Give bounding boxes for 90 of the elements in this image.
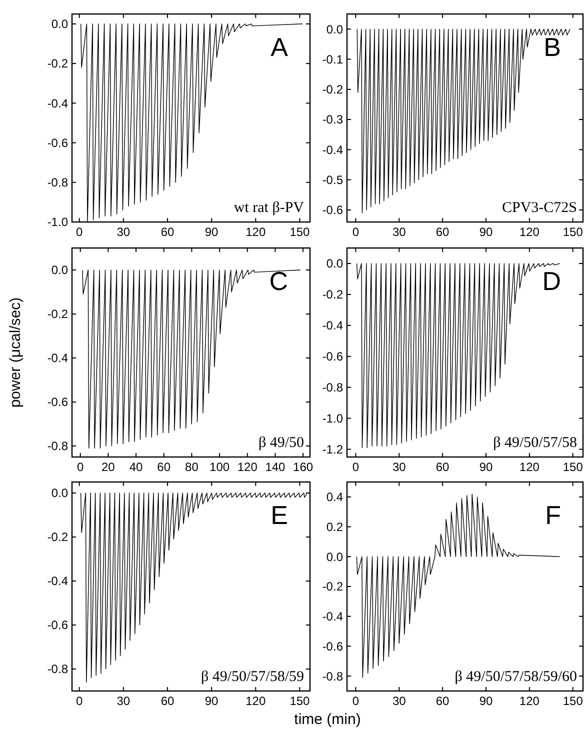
- annotation: D: [542, 266, 561, 296]
- y-tick-label: -0.4: [47, 574, 68, 588]
- annotation: wt rat β-PV: [234, 200, 304, 216]
- y-tick-label: -0.4: [322, 142, 344, 157]
- y-tick-label: -0.3: [322, 112, 344, 127]
- x-tick-label: 60: [160, 225, 174, 239]
- x-tick-label: 120: [519, 694, 540, 708]
- y-tick-label: -0.6: [47, 618, 68, 632]
- y-tick-label: -0.2: [47, 307, 68, 322]
- x-tick-label: 60: [160, 694, 174, 708]
- y-tick-label: -0.8: [47, 439, 68, 454]
- y-tick-label: 0.4: [326, 490, 344, 504]
- y-tick-label: -1.2: [322, 442, 344, 456]
- x-tick-label: 30: [392, 225, 406, 239]
- annotation: E: [270, 500, 288, 530]
- x-tick-label: 90: [479, 460, 493, 474]
- y-tick-label: -0.8: [47, 662, 68, 676]
- x-tick-label: 30: [392, 694, 406, 708]
- y-tick-label: -0.5: [322, 172, 344, 187]
- x-tick-label: 30: [392, 460, 406, 474]
- x-tick-label: 150: [562, 225, 584, 239]
- x-tick-label: 120: [519, 460, 540, 474]
- y-tick-label: -0.6: [322, 203, 344, 218]
- annotation: C: [269, 266, 288, 296]
- y-tick-label: -0.4: [47, 96, 68, 110]
- x-tick-label: 150: [562, 694, 584, 708]
- y-tick-label: 0.0: [51, 486, 68, 500]
- x-tick-label: 120: [246, 694, 266, 708]
- y-tick-label: -0.6: [47, 395, 68, 410]
- y-tick-label: -1.0: [322, 411, 344, 426]
- y-tick-label: 0.2: [326, 520, 344, 534]
- y-tick-label: -0.2: [47, 56, 68, 71]
- x-tick-label: 90: [204, 694, 219, 708]
- y-tick-label: 0.0: [326, 22, 344, 36]
- y-tick-label: -0.2: [322, 82, 344, 97]
- x-tick-label: 160: [293, 460, 314, 474]
- x-tick-label: 120: [246, 225, 266, 239]
- annotation: β 49/50: [258, 435, 304, 451]
- x-tick-label: 120: [237, 460, 258, 474]
- x-tick-label: 140: [265, 460, 286, 474]
- x-tick-label: 0: [352, 694, 360, 708]
- y-tick-label: -0.4: [322, 610, 344, 624]
- annotation: B: [544, 32, 561, 62]
- annotation: F: [545, 500, 561, 530]
- y-tick-label: -0.8: [322, 669, 344, 684]
- x-tick-label: 90: [479, 694, 493, 708]
- y-tick-label: -1.0: [47, 215, 68, 230]
- x-tick-label: 0: [352, 225, 360, 239]
- x-tick-label: 100: [210, 460, 230, 474]
- annotation: A: [270, 32, 289, 62]
- x-tick-label: 60: [436, 225, 450, 239]
- y-tick-label: -0.8: [47, 176, 68, 190]
- x-tick-label: 0: [76, 694, 83, 708]
- y-tick-label: 0.0: [51, 17, 68, 32]
- y-tick-label: 0.0: [326, 256, 344, 271]
- x-tick-label: 80: [185, 460, 199, 474]
- y-tick-label: -0.6: [322, 639, 344, 654]
- x-tick-label: 150: [290, 694, 310, 708]
- y-axis-title: power (μcal/sec): [7, 297, 24, 408]
- x-tick-label: 0: [77, 460, 84, 474]
- annotation: β 49/50/57/58/59/60: [454, 669, 577, 685]
- x-tick-label: 0: [352, 460, 360, 474]
- x-tick-label: 90: [204, 225, 219, 239]
- x-axis-title: time (min): [294, 711, 361, 728]
- y-tick-label: -0.4: [322, 318, 344, 333]
- x-tick-label: 60: [157, 460, 171, 474]
- x-tick-label: 90: [479, 225, 493, 239]
- x-tick-label: 60: [436, 694, 450, 708]
- y-tick-label: 0.0: [51, 263, 68, 278]
- y-tick-label: -0.8: [322, 380, 344, 395]
- annotation: β 49/50/57/58: [493, 435, 577, 451]
- y-tick-label: -0.1: [322, 52, 344, 66]
- x-tick-label: 30: [116, 225, 130, 239]
- x-tick-label: 40: [129, 460, 144, 474]
- y-tick-label: -0.6: [322, 350, 344, 364]
- x-tick-label: 150: [290, 225, 310, 239]
- y-tick-label: -0.4: [47, 351, 68, 366]
- annotation: CPV3-C72S: [502, 200, 577, 216]
- y-tick-label: 0.0: [326, 550, 344, 564]
- x-tick-label: 30: [116, 694, 130, 708]
- y-tick-label: -0.2: [47, 530, 68, 544]
- x-tick-label: 20: [102, 460, 116, 474]
- y-tick-label: -0.6: [47, 136, 68, 150]
- annotation: β 49/50/57/58/59: [200, 669, 304, 685]
- x-tick-label: 120: [519, 225, 540, 239]
- x-tick-label: 150: [562, 460, 584, 474]
- y-tick-label: -0.2: [322, 288, 344, 302]
- x-tick-label: 0: [76, 225, 83, 239]
- y-tick-label: -0.2: [322, 580, 344, 594]
- x-tick-label: 60: [436, 460, 450, 474]
